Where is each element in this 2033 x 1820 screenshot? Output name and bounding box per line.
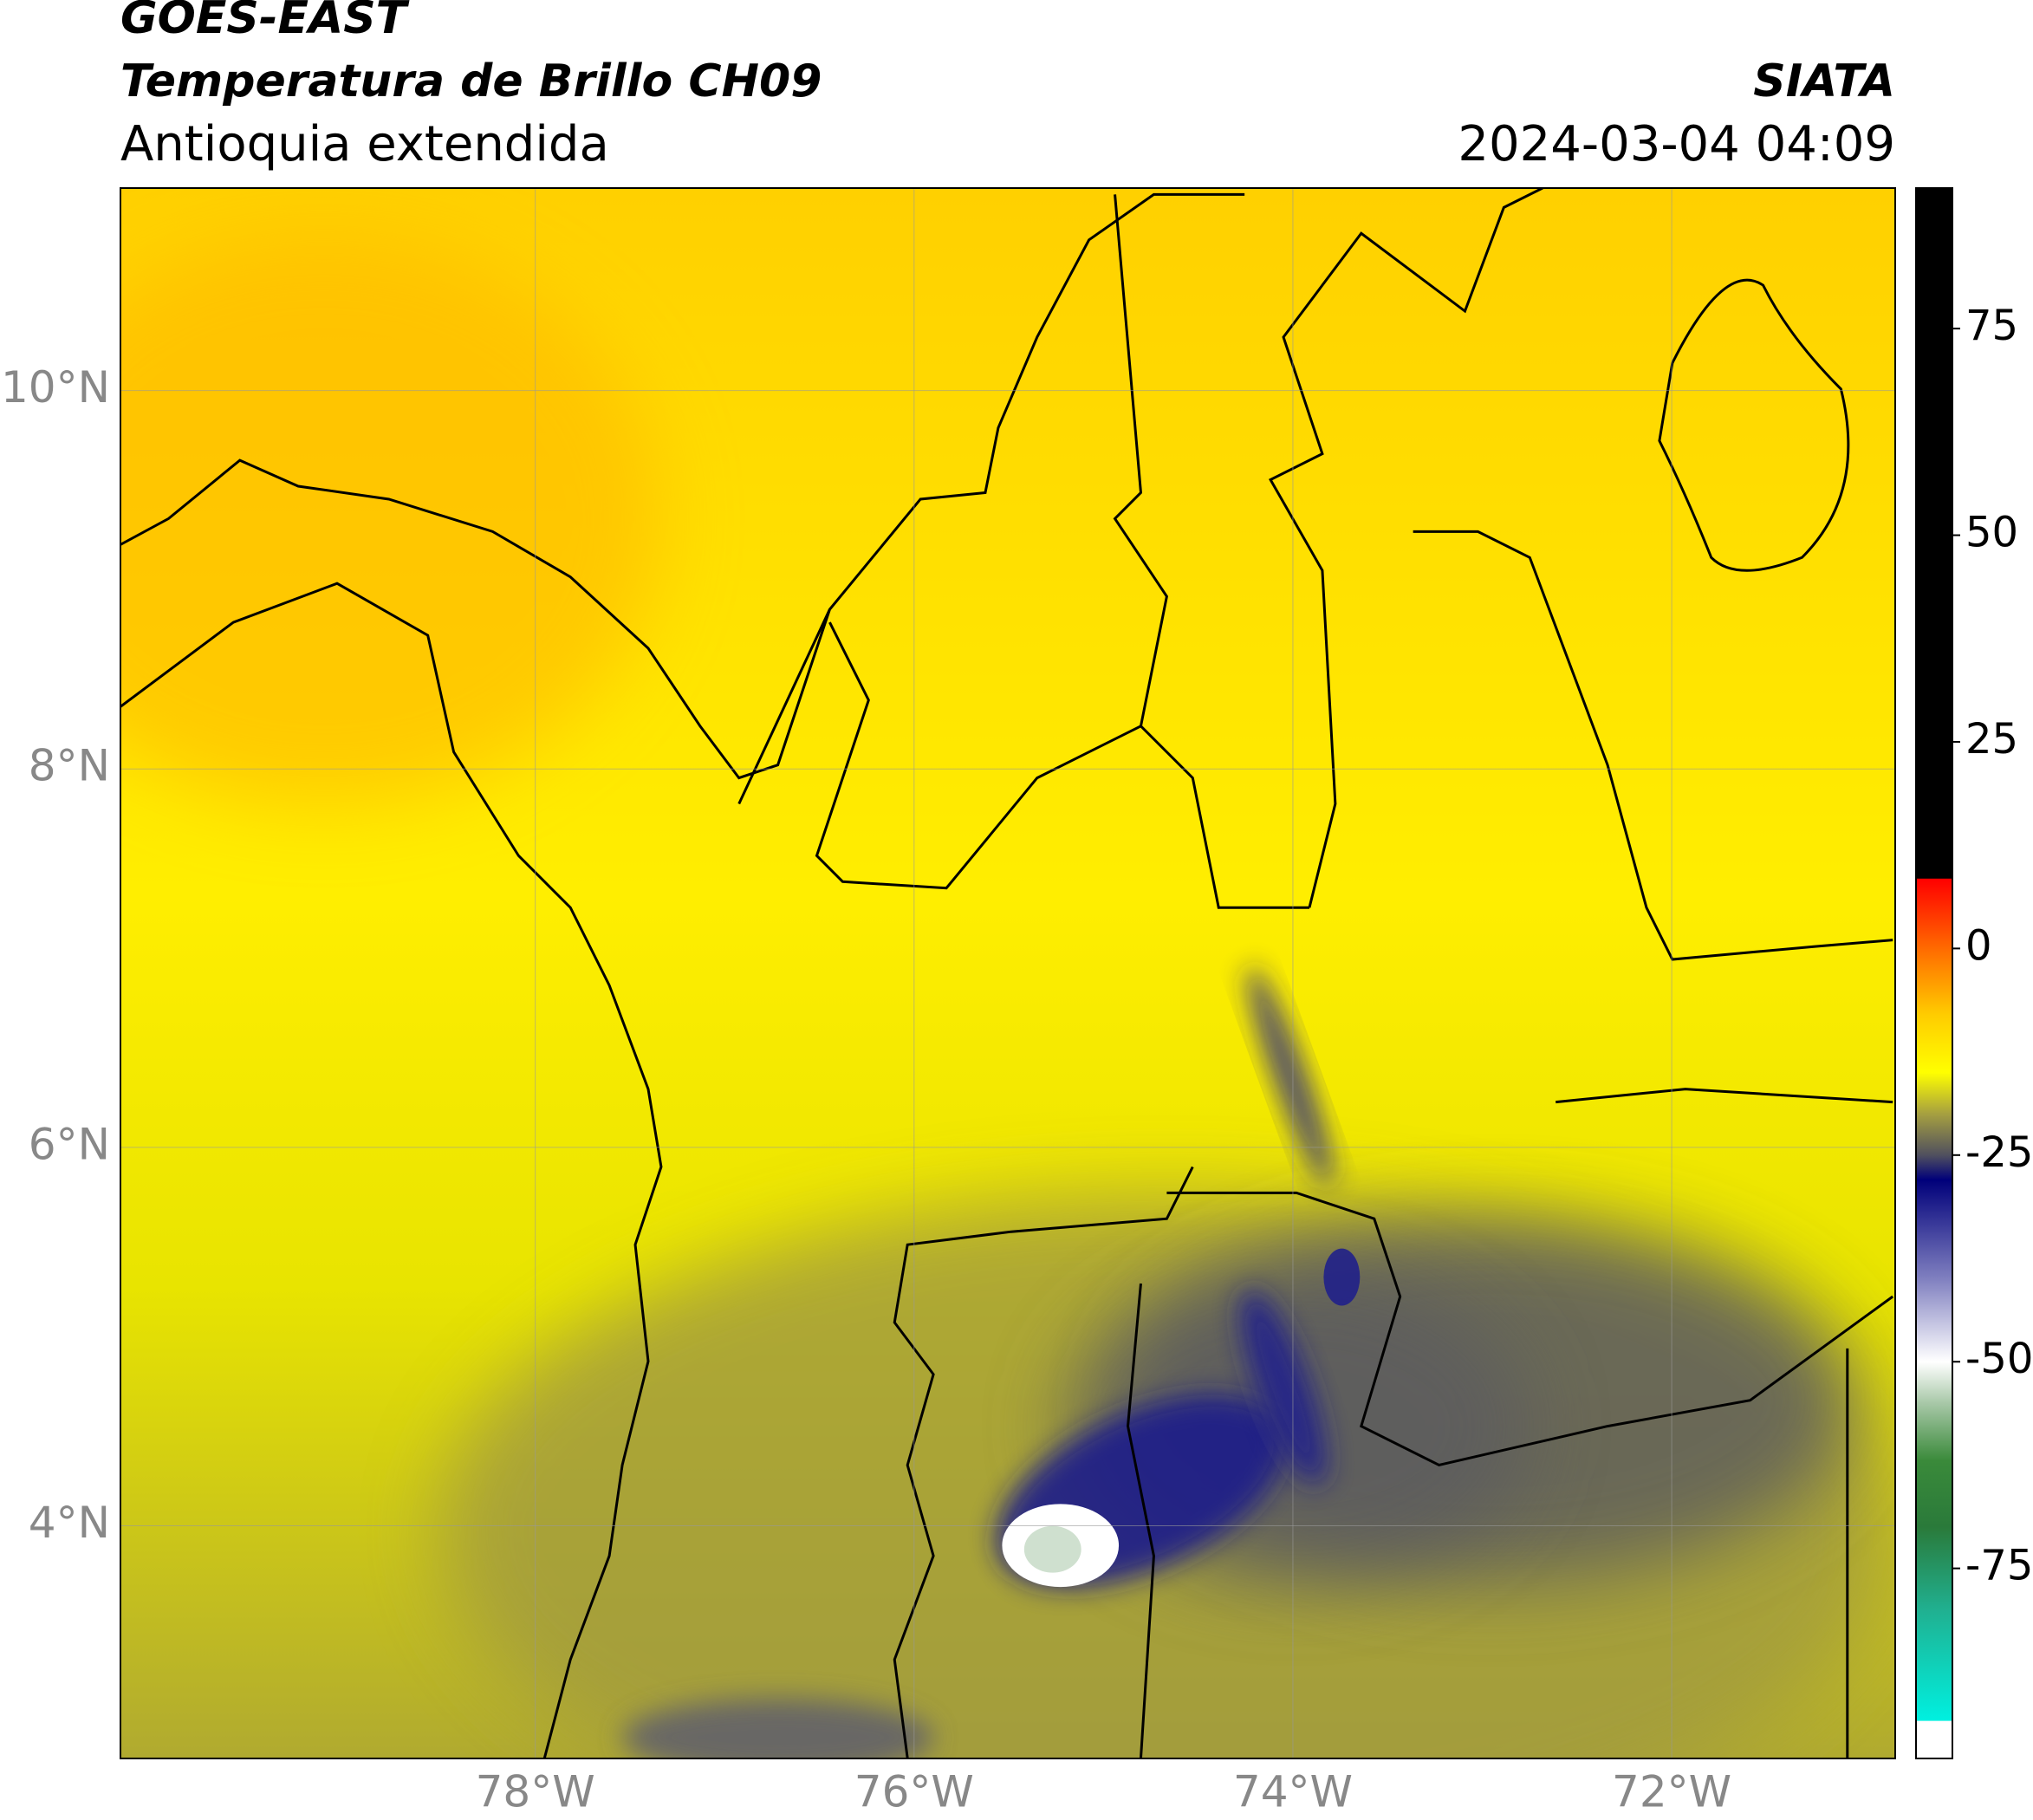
colorbar-tick-label: -75 xyxy=(1965,1542,2033,1590)
colorbar-tick-label: 0 xyxy=(1965,921,1992,970)
subtitle: Temperatura de Brillo CH09 xyxy=(120,55,822,107)
map-frame xyxy=(120,187,1896,1759)
x-tick-label: 72°W xyxy=(1612,1767,1731,1817)
x-tick-label: 74°W xyxy=(1233,1767,1353,1817)
y-tick-label: 10°N xyxy=(1,362,110,413)
datetime: 2024-03-04 04:09 xyxy=(1458,116,1895,172)
colorbar-tick-label: 75 xyxy=(1965,302,2018,350)
region: Antioquia extendida xyxy=(120,116,609,172)
colorbar-tick-label: 50 xyxy=(1965,509,2018,557)
x-tick-label: 76°W xyxy=(854,1767,974,1817)
coastlines xyxy=(120,188,1894,1758)
colorbar-tick-label: -25 xyxy=(1965,1128,2033,1177)
y-tick-label: 4°N xyxy=(29,1498,110,1548)
source: SIATA xyxy=(1753,55,1895,107)
map-area xyxy=(120,188,1895,1758)
colorbar-tick-label: -50 xyxy=(1965,1335,2033,1383)
y-tick-label: 6°N xyxy=(29,1119,110,1169)
colorbar xyxy=(1915,187,1953,1759)
title: GOES-EAST xyxy=(120,0,410,44)
imagery xyxy=(120,233,1893,1758)
colorbar-tick-label: 25 xyxy=(1965,715,2018,764)
x-tick-label: 78°W xyxy=(476,1767,595,1817)
y-tick-label: 8°N xyxy=(29,741,110,791)
